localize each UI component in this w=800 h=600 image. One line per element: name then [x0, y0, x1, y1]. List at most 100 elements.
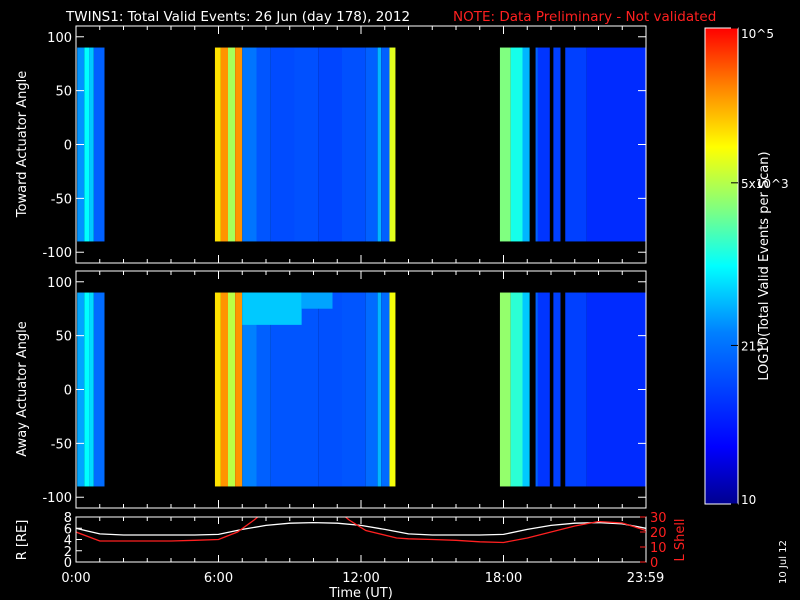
away-ytick-label-0: 100	[47, 276, 72, 291]
toward-column-11	[294, 47, 319, 242]
away-column-8	[242, 292, 257, 487]
away-column-1	[84, 292, 90, 487]
toward-x-ticks	[75, 26, 647, 263]
ephemeris-right-label: L Shell	[673, 518, 688, 561]
colorbar-tick-label-3: 10^5	[741, 27, 774, 41]
colorbar-tick-label-1: 215	[741, 339, 764, 353]
x-tick-label-2: 12:00	[342, 571, 379, 586]
colorbar-tick-label-0: 10	[741, 493, 756, 507]
away-column-24	[565, 292, 587, 487]
ephem-ltick-label-0: 0	[64, 556, 72, 571]
away-ytick-label-1: 50	[55, 330, 72, 345]
away-column-19	[510, 292, 523, 487]
toward-angle-panel: 100 50 0 -50 -100 Toward Actuator Angle	[15, 25, 647, 264]
away-angle-panel: 100 50 0 -50 -100 Away Actuator Angle	[15, 270, 647, 509]
toward-column-9	[256, 47, 271, 242]
ephem-ltick-label-3: 6	[64, 522, 72, 537]
away-column-17	[389, 292, 396, 487]
away-column-10	[270, 292, 295, 487]
x-tick-label-1: 6:00	[204, 571, 233, 586]
toward-column-19	[510, 47, 523, 242]
ephem-rtick-label-3: 30	[650, 511, 667, 526]
away-column-23	[553, 292, 561, 487]
x-tick-label-0: 0:00	[61, 571, 90, 586]
away-heatmap	[77, 292, 646, 487]
away-enhancement-0	[242, 292, 302, 325]
away-y-ticks: 100 50 0 -50 -100	[42, 276, 646, 506]
toward-column-25	[586, 47, 646, 242]
toward-column-13	[342, 47, 366, 242]
toward-column-23	[553, 47, 561, 242]
ephem-rtick-label-0: 0	[650, 556, 658, 571]
toward-column-21	[535, 47, 538, 242]
away-column-20	[522, 292, 530, 487]
toward-column-10	[270, 47, 295, 242]
away-column-9	[256, 292, 271, 487]
ephem-ltick-label-2: 4	[64, 534, 72, 549]
toward-column-8	[242, 47, 257, 242]
away-enhancement-1	[301, 292, 333, 309]
away-column-13	[342, 292, 366, 487]
toward-column-22	[537, 47, 550, 242]
away-ytick-label-3: -50	[51, 437, 72, 452]
toward-column-6	[228, 47, 236, 242]
toward-ytick-label-3: -50	[51, 192, 72, 207]
away-y-label: Away Actuator Angle	[15, 321, 30, 456]
toward-column-14	[365, 47, 378, 242]
toward-column-18	[499, 47, 511, 242]
colorbar-bar	[704, 27, 739, 505]
toward-column-20	[522, 47, 530, 242]
toward-ytick-label-1: 50	[55, 85, 72, 100]
toward-column-12	[318, 47, 342, 242]
toward-column-24	[565, 47, 587, 242]
colorbar-ticks: 10 215 5x10^3 10^5	[731, 27, 789, 507]
ephem-rtick-label-2: 20	[650, 526, 667, 541]
away-ytick-label-2: 0	[64, 384, 72, 399]
toward-column-17	[389, 47, 396, 242]
toward-y-label: Toward Actuator Angle	[15, 71, 30, 218]
ephem-ltick-label-4: 8	[64, 511, 72, 526]
away-column-3	[93, 292, 105, 487]
x-tick-label-3: 18:00	[485, 571, 522, 586]
away-column-12	[318, 292, 342, 487]
toward-heatmap	[77, 47, 646, 242]
away-x-ticks	[75, 271, 647, 508]
x-axis-label: Time (UT)	[328, 586, 393, 600]
toward-y-ticks: 100 50 0 -50 -100	[42, 31, 646, 261]
away-column-5	[220, 292, 228, 487]
toward-ytick-label-0: 100	[47, 31, 72, 46]
away-column-15	[377, 292, 382, 487]
colorbar-label: LOG10(Total Valid Events per Scan)	[757, 151, 772, 380]
away-column-6	[228, 292, 236, 487]
away-column-7	[235, 292, 243, 487]
toward-column-3	[93, 47, 105, 242]
colorbar-tick-label-2: 5x10^3	[741, 177, 789, 191]
ephem-rtick-label-1: 10	[650, 541, 667, 556]
away-column-2	[89, 292, 94, 487]
toward-column-5	[220, 47, 228, 242]
toward-ytick-label-2: 0	[64, 139, 72, 154]
toward-column-4	[214, 47, 221, 242]
away-column-22	[537, 292, 550, 487]
generation-date: 10 Jul 12	[778, 540, 789, 584]
figure-title: TWINS1: Total Valid Events: 26 Jun (day …	[65, 9, 410, 25]
toward-column-2	[89, 47, 94, 242]
preliminary-note: NOTE: Data Preliminary - Not validated	[453, 9, 716, 25]
ephem-ltick-label-1: 2	[64, 545, 72, 560]
away-column-21	[535, 292, 538, 487]
toward-column-1	[84, 47, 90, 242]
away-column-18	[499, 292, 511, 487]
away-column-11	[294, 292, 319, 487]
ephemeris-left-label: R [RE]	[15, 520, 30, 561]
colorbar: 10 215 5x10^3 10^5 LOG10(Total Valid Events…	[704, 27, 789, 507]
ephemeris-series-R	[76, 521, 646, 536]
away-column-4	[214, 292, 221, 487]
away-column-25	[586, 292, 646, 487]
away-ytick-label-4: -100	[42, 491, 72, 506]
ephemeris-lines	[76, 517, 646, 544]
toward-column-16	[381, 47, 390, 242]
toward-ytick-label-4: -100	[42, 246, 72, 261]
